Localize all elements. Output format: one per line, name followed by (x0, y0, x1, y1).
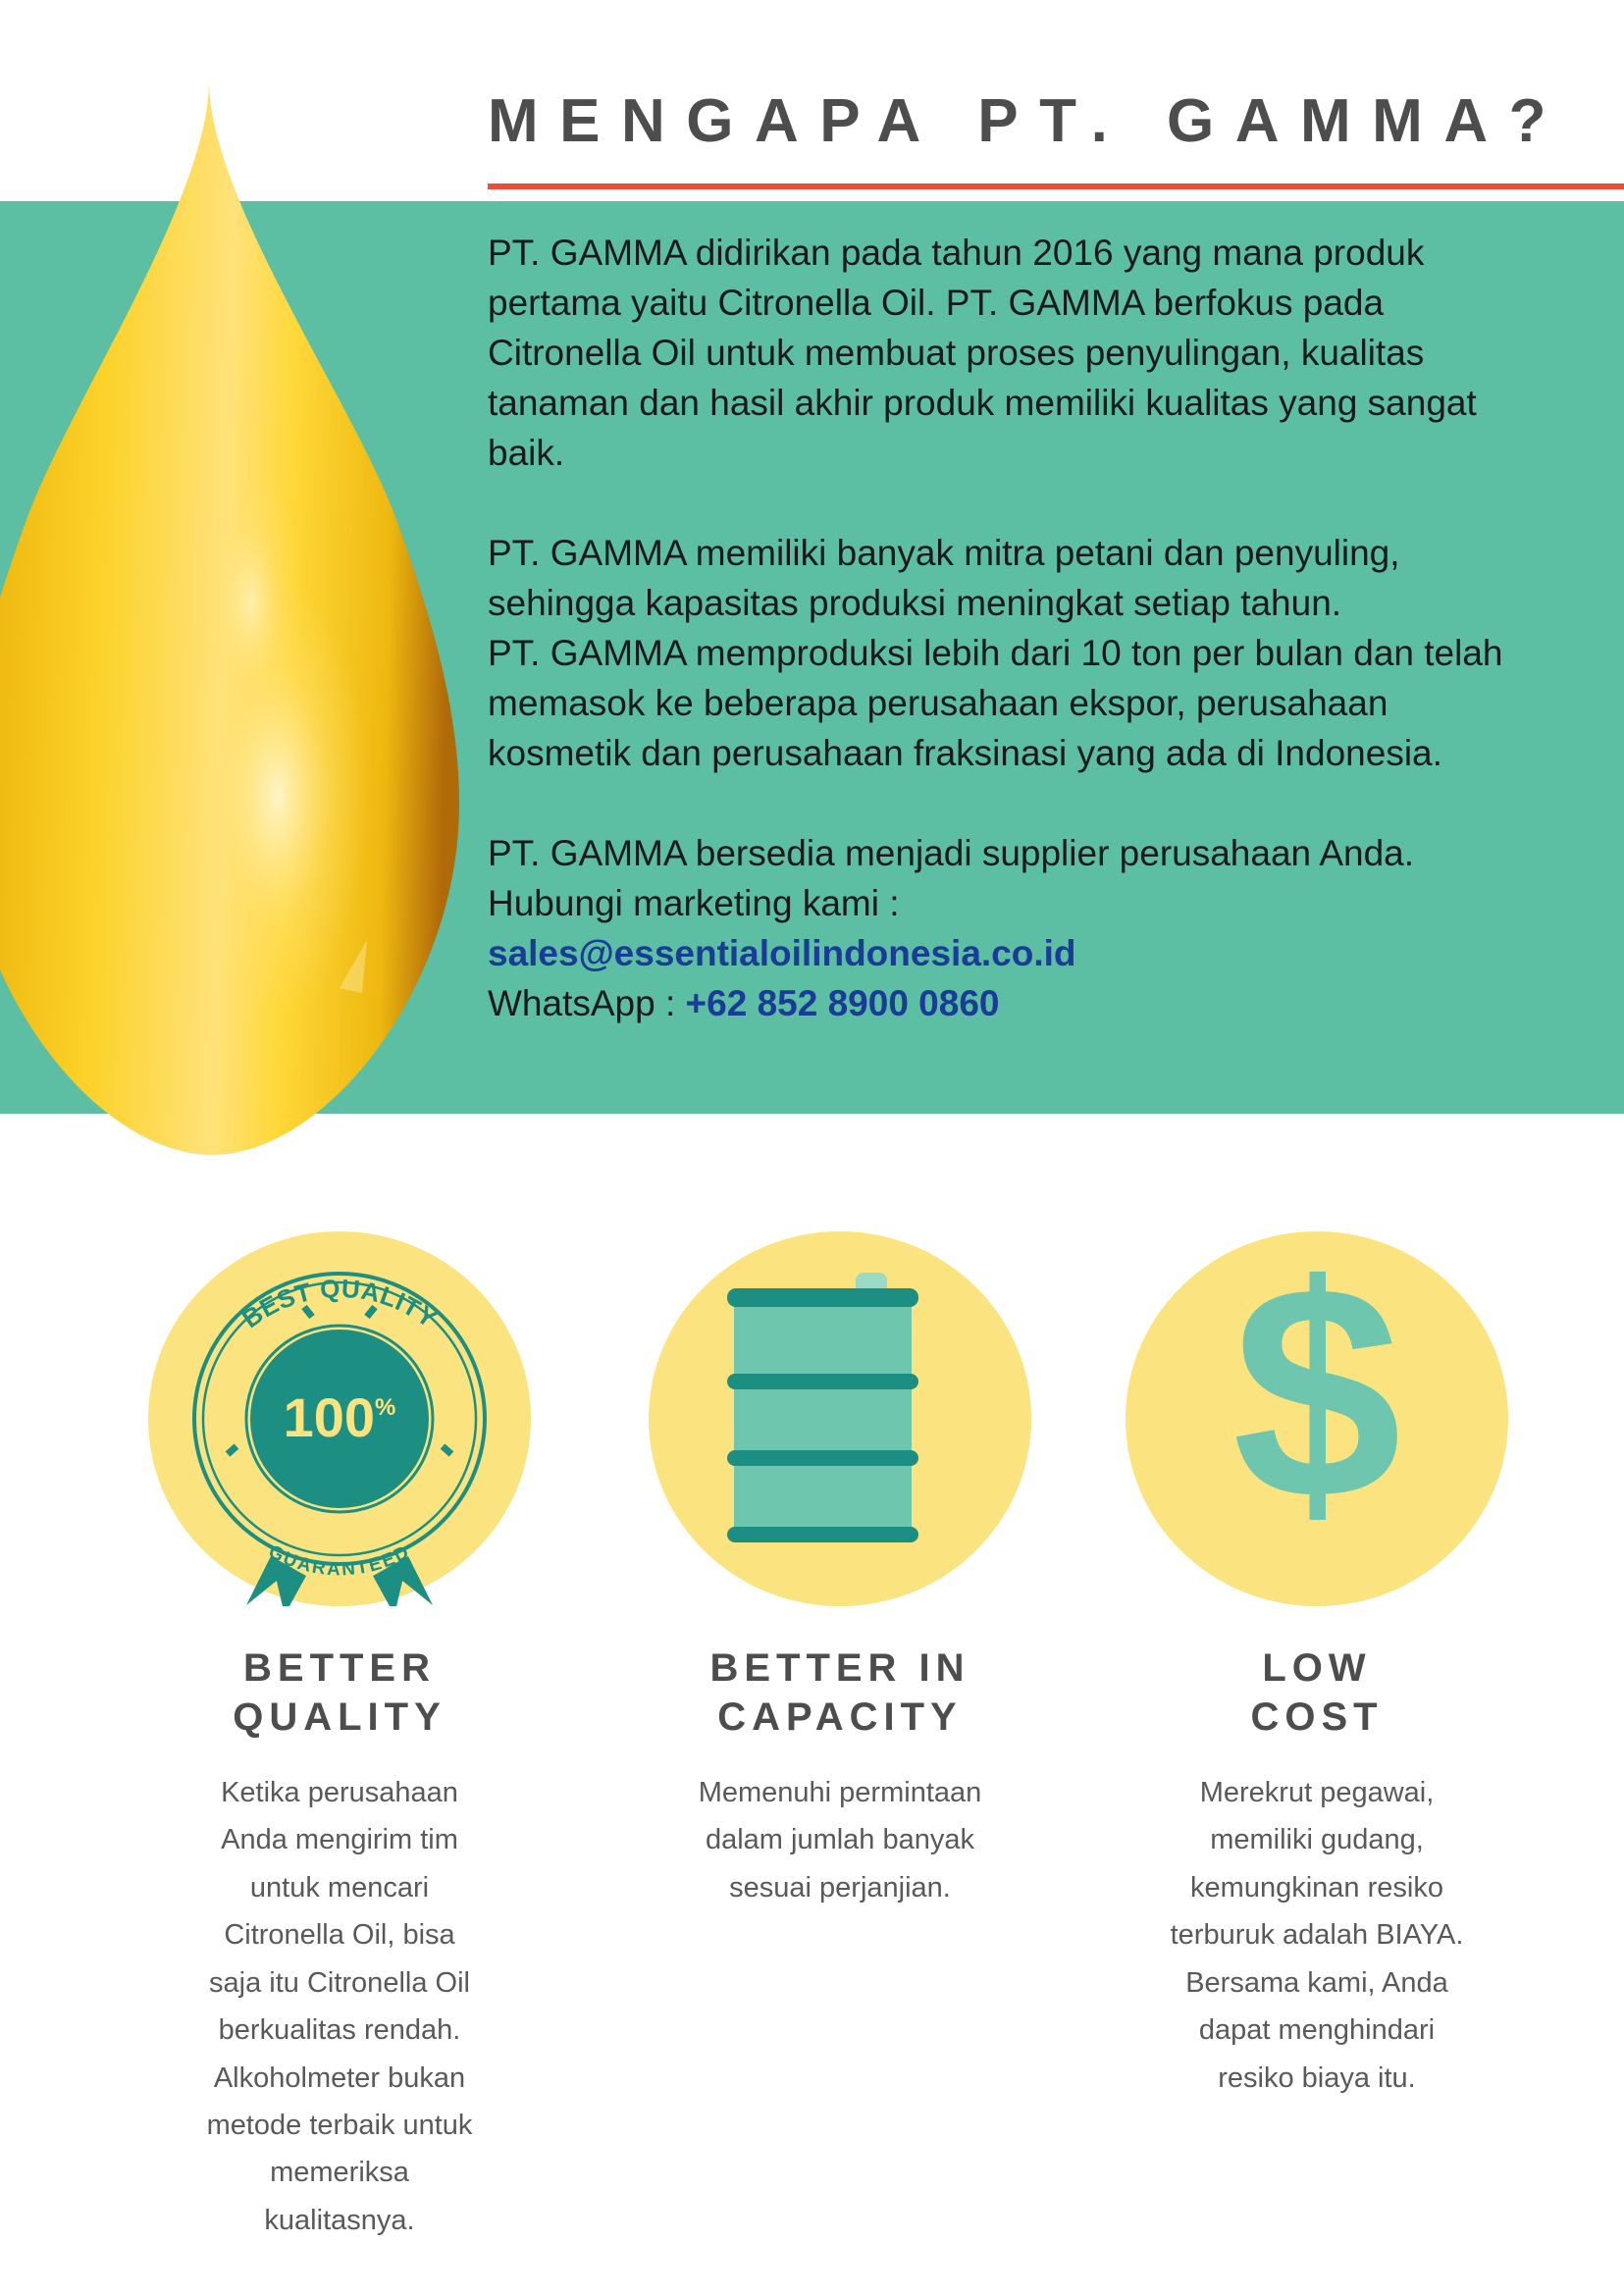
svg-text:$: $ (1232, 1231, 1401, 1562)
